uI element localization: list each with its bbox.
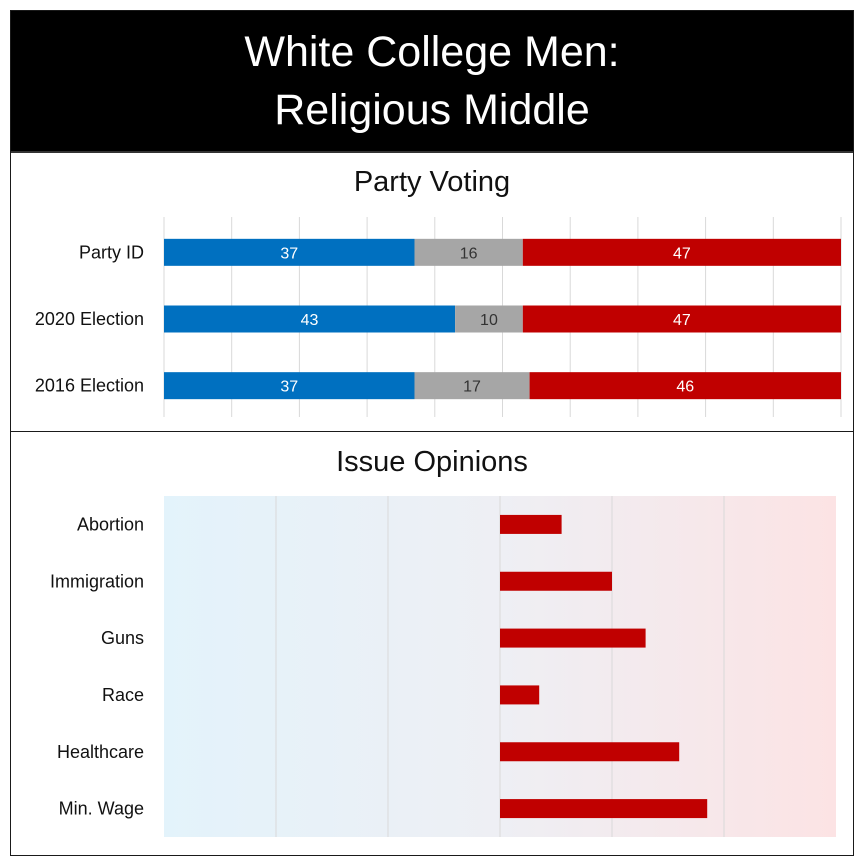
party-category-label: Party ID [79, 242, 144, 262]
issue-grid [275, 496, 725, 837]
party-bar-segment [529, 372, 841, 400]
issue-bar [500, 742, 680, 762]
issues-section-title: Issue Opinions [336, 446, 528, 478]
party-category-label: 2016 Election [35, 376, 144, 396]
section-divider [11, 431, 853, 432]
party-bar-segment [414, 238, 523, 266]
issue-category-label: Healthcare [57, 742, 144, 762]
issue-bar [500, 571, 612, 591]
title-line-1: White College Men: [244, 28, 620, 76]
party-bar-value-label: 16 [460, 245, 478, 262]
issue-category-label: Guns [101, 628, 144, 648]
party-bar-value-label: 43 [301, 312, 319, 329]
title-line-2: Religious Middle [274, 86, 590, 134]
party-bar-value-label: 47 [673, 312, 691, 329]
issue-category-label: Race [102, 685, 144, 705]
issue-bar [500, 514, 562, 534]
issue-category-label: Min. Wage [59, 799, 144, 819]
party-bar-segment [164, 305, 456, 333]
issue-category-label: Immigration [50, 571, 144, 591]
party-bar-segment [522, 238, 841, 266]
party-bar-segment [164, 372, 415, 400]
party-bar-value-label: 37 [280, 245, 298, 262]
title-banner: White College Men: Religious Middle [11, 11, 853, 153]
party-bar-segment [164, 238, 415, 266]
issue-opinions-chart: Abortion Immigration Guns Race Healthcare Min… [50, 496, 836, 837]
party-bar-value-label: 46 [676, 379, 694, 396]
party-bar-segment [455, 305, 523, 333]
chart-frame: White College Men: Religious Middle Part… [10, 10, 854, 856]
party-bar-segment [522, 305, 841, 333]
issue-bar [500, 799, 708, 819]
party-section-title: Party Voting [353, 166, 511, 198]
party-bar-value-label: 37 [280, 379, 298, 396]
issue-bar [500, 628, 646, 648]
party-bar-segment [414, 372, 530, 400]
party-voting-chart: Party ID 37 16 47 2020 Election 43 10 47 2016 El… [35, 217, 842, 417]
party-bar-value-label: 17 [463, 379, 481, 396]
party-bar-value-label: 47 [673, 245, 691, 262]
issue-category-label: Abortion [77, 514, 144, 534]
party-bar-value-label: 10 [480, 312, 498, 329]
party-category-label: 2020 Election [35, 309, 144, 329]
issue-bar [500, 685, 540, 705]
